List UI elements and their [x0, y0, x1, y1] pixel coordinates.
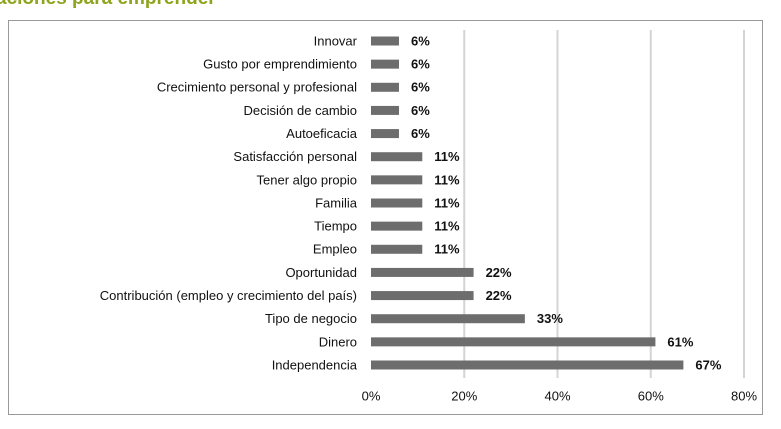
value-label: 6% — [411, 103, 430, 118]
y-tick-label: Gusto por emprendimiento — [203, 57, 357, 72]
y-tick-label: Tipo de negocio — [265, 311, 357, 326]
value-label: 11% — [434, 242, 460, 257]
bar — [371, 221, 423, 231]
y-tick-label: Familia — [315, 195, 358, 210]
bar — [371, 360, 684, 370]
bar — [371, 198, 423, 208]
y-tick-label: Autoeficacia — [286, 126, 358, 141]
x-tick-label: 0% — [362, 388, 381, 403]
x-tick-label: 60% — [638, 388, 664, 403]
y-tick-label: Empleo — [313, 242, 357, 257]
bar — [371, 105, 399, 115]
bar — [371, 82, 399, 92]
x-tick-label: 80% — [731, 388, 757, 403]
value-label: 11% — [434, 149, 460, 164]
value-label: 6% — [411, 57, 430, 72]
y-tick-label: Contribución (empleo y crecimiento del p… — [100, 288, 357, 303]
bar — [371, 152, 423, 162]
value-label: 6% — [411, 80, 430, 95]
bar — [371, 291, 474, 301]
value-label: 11% — [434, 172, 460, 187]
bar — [371, 337, 656, 347]
bar — [371, 175, 423, 185]
y-tick-label: Crecimiento personal y profesional — [157, 80, 357, 95]
y-tick-label: Tiempo — [314, 219, 357, 234]
bar — [371, 36, 399, 46]
bar — [371, 129, 399, 139]
y-tick-label: Oportunidad — [285, 265, 357, 280]
y-tick-label: Tener algo propio — [257, 172, 357, 187]
x-tick-label: 40% — [544, 388, 570, 403]
value-label: 67% — [695, 357, 721, 372]
y-tick-label: Satisfacción personal — [233, 149, 357, 164]
bar — [371, 267, 474, 277]
value-label: 33% — [537, 311, 563, 326]
chart-title: aciones para emprender — [0, 0, 216, 9]
value-label: 6% — [411, 126, 430, 141]
value-label: 61% — [667, 334, 693, 349]
value-label: 11% — [434, 195, 460, 210]
y-tick-label: Decisión de cambio — [244, 103, 357, 118]
value-label: 6% — [411, 33, 430, 48]
bar — [371, 59, 399, 69]
value-label: 11% — [434, 219, 460, 234]
bar — [371, 314, 525, 324]
x-tick-label: 20% — [451, 388, 477, 403]
y-tick-label: Innovar — [314, 33, 358, 48]
bar — [371, 244, 423, 254]
value-label: 22% — [486, 265, 512, 280]
value-label: 22% — [486, 288, 512, 303]
y-tick-label: Independencia — [272, 357, 358, 372]
chart-border — [8, 20, 763, 415]
y-tick-label: Dinero — [319, 334, 357, 349]
